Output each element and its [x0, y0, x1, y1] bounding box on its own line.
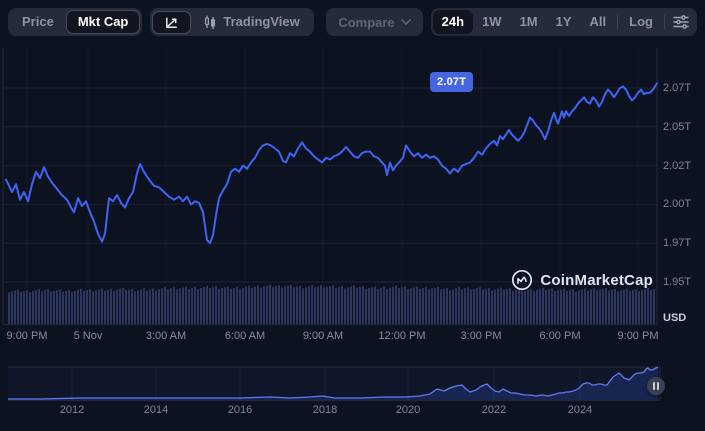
log-scale-button[interactable]: Log — [620, 10, 662, 34]
y-axis-tick: 1.97T — [663, 237, 692, 250]
y-axis-tick: 2.00T — [663, 198, 692, 211]
line-chart-button[interactable] — [152, 10, 192, 34]
y-axis-tick: 2.02T — [663, 159, 692, 172]
range-1m[interactable]: 1M — [511, 10, 547, 34]
volume-bars — [8, 284, 655, 325]
tradingview-button[interactable]: TradingView — [191, 10, 311, 34]
x-axis-tick: 3:00 AM — [145, 330, 187, 342]
navigator-year-tick: 2022 — [481, 404, 507, 416]
chevron-down-icon — [400, 19, 411, 25]
chart-toolbar: Price Mkt Cap TradingView Compare — [0, 8, 705, 36]
coinmarketcap-logo-icon — [512, 269, 533, 291]
mkt-cap-tab[interactable]: Mkt Cap — [65, 10, 141, 34]
chart-settings-button[interactable] — [667, 12, 695, 32]
toolbar-right-group: Compare 24h 1W 1M 1Y All Log — [326, 8, 697, 36]
x-axis-tick: 9:00 PM — [6, 330, 48, 342]
candlestick-icon — [205, 15, 216, 29]
coinmarketcap-watermark: CoinMarketCap — [511, 269, 653, 291]
watermark-label: CoinMarketCap — [540, 271, 653, 289]
last-value-badge: 2.07T — [430, 72, 474, 92]
x-axis-tick: 5 Nov — [73, 330, 103, 342]
x-axis-tick: 6:00 AM — [224, 330, 266, 342]
chart-type-toggle: TradingView — [150, 8, 314, 36]
navigator-year-tick: 2024 — [567, 404, 593, 416]
navigator-year-tick: 2014 — [143, 404, 169, 416]
navigator-line — [8, 366, 659, 400]
range-1w[interactable]: 1W — [473, 10, 511, 34]
sliders-icon — [673, 15, 689, 29]
range-24h[interactable]: 24h — [432, 10, 474, 34]
compare-button[interactable]: Compare — [326, 8, 423, 36]
price-tab[interactable]: Price — [10, 10, 66, 34]
range-1y[interactable]: 1Y — [547, 10, 581, 34]
y-axis-tick: 2.07T — [663, 82, 692, 94]
navigator-handle[interactable] — [647, 377, 665, 395]
x-axis-tick: 9:00 PM — [617, 330, 659, 342]
tradingview-label: TradingView — [223, 14, 300, 29]
x-axis-tick: 3:00 PM — [460, 330, 502, 342]
market-cap-line — [5, 82, 658, 245]
y-axis-unit-label: USD — [663, 312, 687, 324]
navigator-year-tick: 2016 — [227, 404, 253, 416]
metric-toggle: Price Mkt Cap — [8, 8, 143, 36]
line-chart-icon — [166, 17, 178, 28]
range-all[interactable]: All — [581, 10, 616, 34]
x-axis-tick: 12:00 PM — [378, 330, 426, 342]
y-axis-tick: 2.05T — [663, 120, 692, 133]
timeframe-selector: 24h 1W 1M 1Y All Log — [430, 8, 697, 36]
navigator-year-tick: 2018 — [312, 404, 338, 416]
x-axis-tick: 6:00 PM — [539, 330, 581, 342]
divider — [664, 15, 665, 29]
x-axis-tick: 9:00 AM — [302, 330, 344, 342]
y-axis-tick: 1.95T — [663, 276, 692, 288]
navigator-year-tick: 2020 — [395, 404, 421, 416]
compare-label: Compare — [338, 14, 395, 30]
navigator-year-tick: 2012 — [59, 404, 85, 416]
divider — [617, 15, 619, 29]
